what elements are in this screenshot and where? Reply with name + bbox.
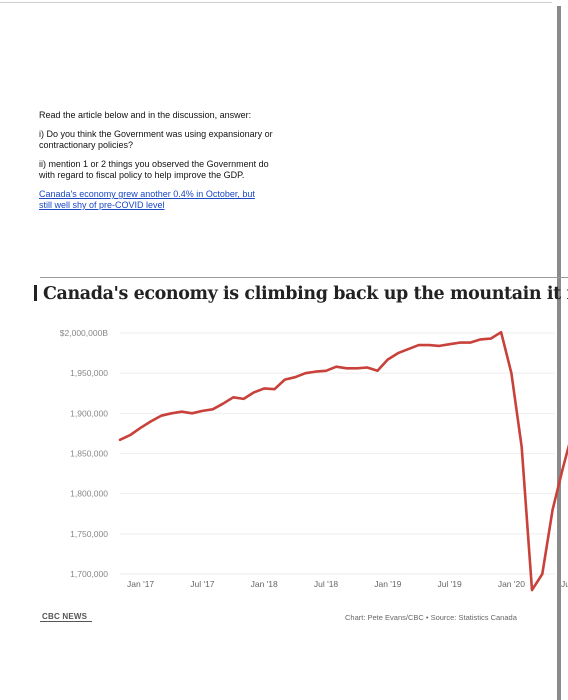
question-2-text: ii) mention 1 or 2 things you observed t… — [39, 159, 269, 180]
gridlines — [120, 332, 555, 575]
title-marker — [34, 285, 37, 301]
y-tick-label: 1,900,000 — [70, 408, 108, 418]
x-axis-ticks: Jan '17 Jul '17 Jan '18 Jul '18 Jan '19 Jul '… — [127, 579, 568, 589]
y-tick-label: 1,750,000 — [70, 529, 108, 539]
discussion-prompt: Read the article below and in the discus… — [39, 110, 279, 211]
article-link[interactable]: Canada's economy grew another 0.4% in Oc… — [39, 189, 255, 210]
x-tick-label: Jan '18 — [251, 579, 278, 589]
chart-title: Canada's economy is climbing back up the… — [34, 284, 568, 304]
x-tick-label: Jul '19 — [437, 579, 462, 589]
y-axis-ticks: $2,000,000B 1,950,000 1,900,000 1,850,000 1,… — [60, 328, 109, 579]
top-rule — [0, 2, 552, 3]
x-tick-label: Jan '17 — [127, 579, 154, 589]
gdp-series-line — [118, 330, 568, 592]
x-tick-label: Jul '17 — [190, 579, 215, 589]
logo-underline — [40, 621, 92, 622]
x-tick-label: Jan '20 — [498, 579, 525, 589]
y-tick-label: 1,850,000 — [70, 449, 108, 459]
x-tick-label: Jan '19 — [374, 579, 401, 589]
x-tick-label: Jul '20 — [561, 579, 568, 589]
chart-top-rule — [40, 277, 568, 278]
series-layer: Canada'sGDP — [118, 330, 568, 592]
y-tick-label: 1,800,000 — [70, 489, 108, 499]
chart-credit: Chart: Pete Evans/CBC • Source: Statisti… — [345, 613, 517, 622]
instructions-text: Read the article below and in the discus… — [39, 110, 252, 120]
y-tick-label: $2,000,000B — [60, 328, 109, 338]
cbc-news-logo: CBC NEWS — [42, 612, 88, 621]
x-tick-label: Jul '18 — [314, 579, 339, 589]
chart-title-text: Canada's economy is climbing back up the… — [43, 284, 568, 304]
question-1-text: i) Do you think the Government was using… — [39, 129, 273, 150]
y-tick-label: 1,950,000 — [70, 368, 108, 378]
right-scroll-edge — [557, 6, 561, 700]
y-tick-label: 1,700,000 — [70, 569, 108, 579]
